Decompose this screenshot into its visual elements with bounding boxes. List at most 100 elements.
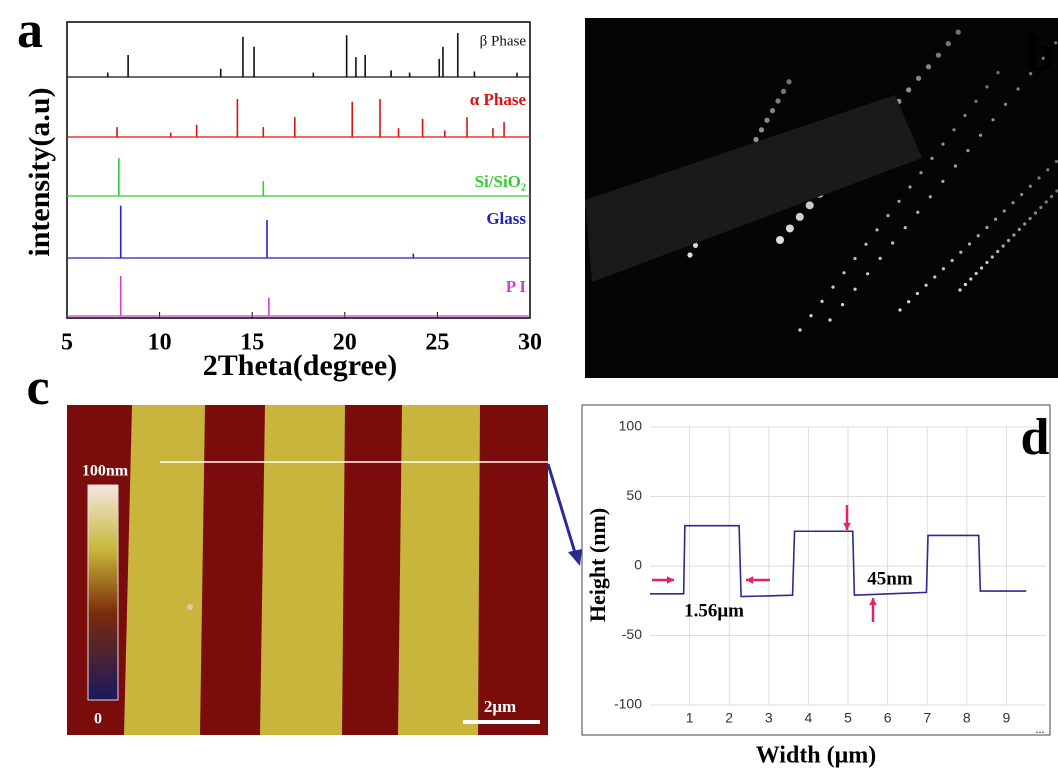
y-tick-label: 100 <box>619 418 643 434</box>
spot <box>985 261 988 264</box>
figure: b c 100nm 0 2μm a510152025302Theta(degre… <box>0 0 1058 775</box>
spot <box>956 29 961 34</box>
series-label: α Phase <box>470 90 527 109</box>
spot <box>946 41 951 46</box>
spot <box>969 277 972 280</box>
spot <box>916 211 919 214</box>
y-tick-label: -100 <box>614 696 642 712</box>
spot <box>1029 185 1032 188</box>
spot <box>924 284 927 287</box>
y-tick-label: 50 <box>626 487 642 503</box>
x-tick-label: 10 <box>148 330 172 356</box>
panel-label: c <box>26 359 49 416</box>
spot <box>958 288 961 291</box>
spot <box>951 259 954 262</box>
arrow <box>548 464 576 556</box>
stripe <box>260 405 345 735</box>
profile-line <box>650 526 1026 597</box>
pointer-head <box>869 598 877 605</box>
spot <box>906 87 911 92</box>
x-tick-label: 3 <box>765 710 773 726</box>
spot <box>1003 209 1006 212</box>
stripe <box>124 405 205 735</box>
spot <box>798 328 801 331</box>
spot <box>966 149 969 152</box>
spot <box>759 127 764 132</box>
x-tick-label: 25 <box>425 330 449 356</box>
spot <box>831 286 834 289</box>
spot <box>942 267 945 270</box>
x-tick-label: 7 <box>923 710 931 726</box>
series-label: β Phase <box>480 33 527 49</box>
panel-label: b <box>1026 25 1055 82</box>
y-axis-label: Height (nm) <box>585 508 610 622</box>
spot <box>994 218 997 221</box>
series-label: P I <box>506 277 527 296</box>
spot <box>1054 41 1057 44</box>
spot <box>687 252 692 257</box>
spot <box>1017 87 1020 90</box>
spot <box>959 251 962 254</box>
spot <box>908 185 911 188</box>
spot <box>828 318 831 321</box>
spot <box>886 214 889 217</box>
pointer-head <box>843 523 851 530</box>
spot <box>1037 176 1040 179</box>
spot <box>1004 103 1007 106</box>
spot <box>764 118 769 123</box>
spot <box>1028 217 1031 220</box>
spot <box>991 118 994 121</box>
spot <box>1007 239 1010 242</box>
spot <box>916 292 919 295</box>
particle <box>187 604 193 610</box>
spot <box>796 213 804 221</box>
colorbar <box>88 485 118 700</box>
spot <box>954 164 957 167</box>
spot <box>853 288 856 291</box>
spot <box>930 157 933 160</box>
spot <box>926 64 931 69</box>
spot <box>898 308 901 311</box>
spot <box>806 201 814 209</box>
pointer-head <box>667 576 674 584</box>
spot <box>842 271 845 274</box>
spot <box>963 114 966 117</box>
spot <box>952 128 955 131</box>
spot <box>929 195 932 198</box>
x-tick-label: 1 <box>686 710 694 726</box>
spot <box>936 53 941 58</box>
arrow-head <box>568 549 582 566</box>
spot <box>1039 206 1042 209</box>
x-axis-label: Width (μm) <box>756 743 877 769</box>
spot <box>1050 195 1053 198</box>
spot <box>1045 200 1048 203</box>
spot <box>809 314 812 317</box>
x-tick-label: 5 <box>61 330 73 356</box>
spot <box>1011 201 1014 204</box>
spot <box>1020 193 1023 196</box>
spot <box>907 300 910 303</box>
x-tick-label: 5 <box>844 710 852 726</box>
spot <box>1012 233 1015 236</box>
colorbar-max: 100nm <box>82 463 129 480</box>
spot <box>919 171 922 174</box>
spot <box>974 100 977 103</box>
spot <box>753 137 758 142</box>
y-tick-label: -50 <box>622 626 642 642</box>
spot <box>991 255 994 258</box>
panel-b: b <box>585 18 1058 378</box>
spot <box>866 272 869 275</box>
colorbar-min: 0 <box>94 711 102 728</box>
stripe <box>398 405 480 735</box>
spot <box>841 303 844 306</box>
spot <box>786 224 794 232</box>
spot <box>820 300 823 303</box>
annotation: 1.56μm <box>684 600 744 621</box>
spot <box>941 143 944 146</box>
spot <box>781 89 786 94</box>
spot <box>897 200 900 203</box>
x-tick-label: 30 <box>518 330 542 356</box>
spot <box>1018 228 1021 231</box>
x-tick-label: 8 <box>963 710 971 726</box>
spot <box>853 257 856 260</box>
